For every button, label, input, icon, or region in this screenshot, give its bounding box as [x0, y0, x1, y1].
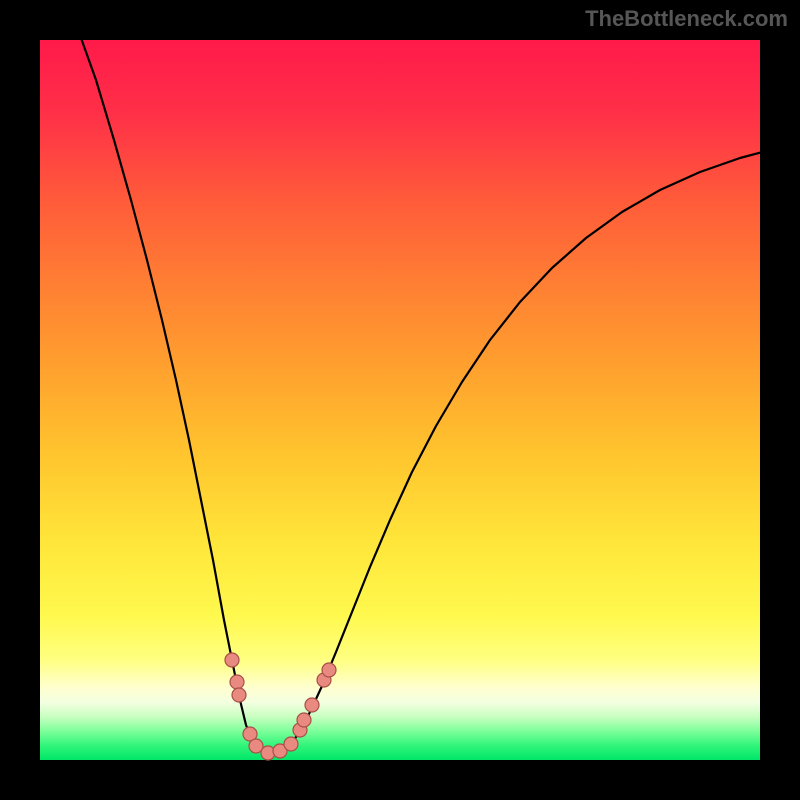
marker-dot [297, 713, 311, 727]
marker-dot [284, 737, 298, 751]
heatmap-gradient [40, 40, 760, 760]
marker-dot [230, 675, 244, 689]
marker-dot [232, 688, 246, 702]
chart-stage: TheBottleneck.com [0, 0, 800, 800]
marker-dot [225, 653, 239, 667]
chart-svg [0, 0, 800, 800]
marker-dot [305, 698, 319, 712]
marker-dot [322, 663, 336, 677]
watermark-text: TheBottleneck.com [585, 6, 788, 32]
